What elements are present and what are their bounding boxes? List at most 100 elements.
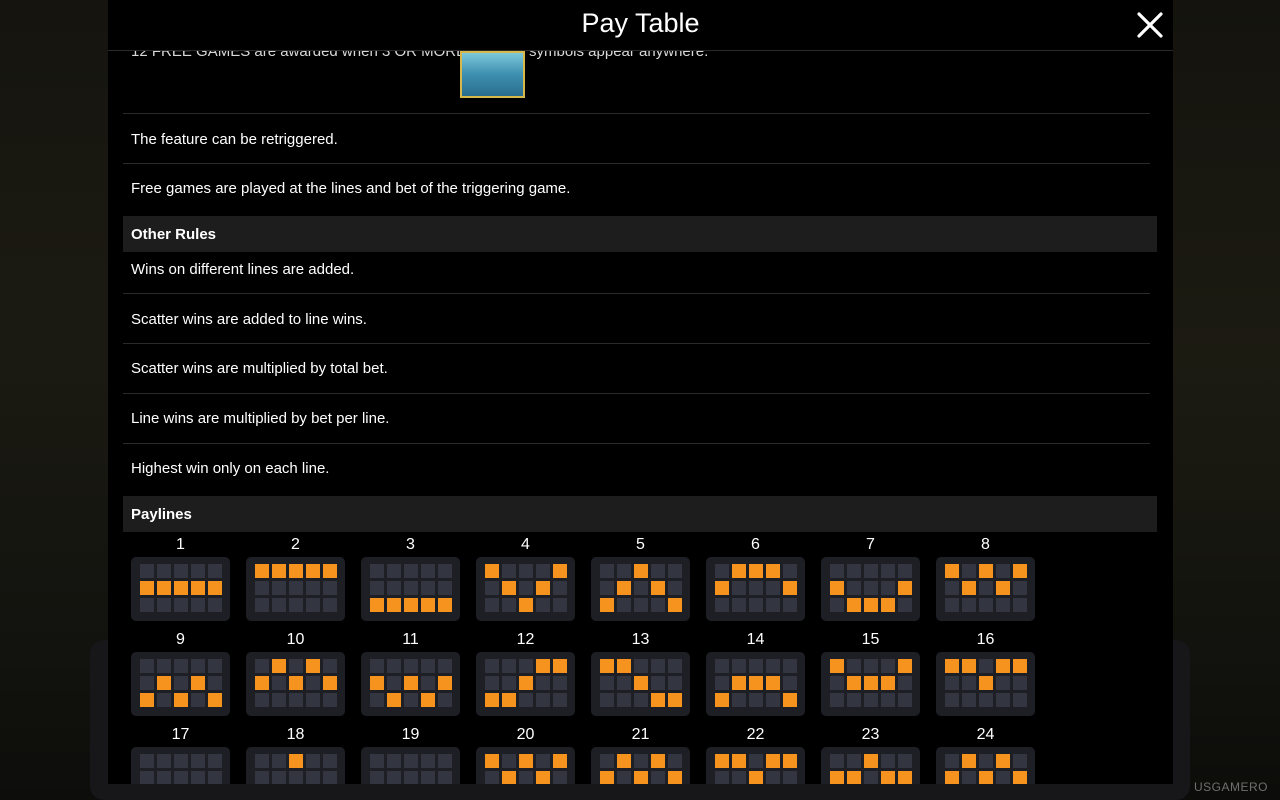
payline-cell-active [485,564,499,578]
payline-cell-active [306,564,320,578]
payline-diagram [591,747,690,784]
payline-cell [979,754,993,768]
payline-cell [289,659,303,673]
payline-cell-active [617,659,631,673]
payline-cell-active [157,676,171,690]
payline-cell [536,598,550,612]
payline-cell [783,676,797,690]
payline-diagram [936,557,1035,621]
payline-cell [370,771,384,784]
rule-free-games: 12 FREE GAMES are awarded when 3 OR MORE… [123,43,1150,114]
payline-cell [255,771,269,784]
payline-cell [502,564,516,578]
payline-cell [651,771,665,784]
payline-cell [208,754,222,768]
rule-text: Line wins are multiplied by bet per line… [131,410,390,427]
payline-cell [898,564,912,578]
payline-cell-active [749,564,763,578]
close-icon[interactable] [1135,10,1165,40]
payline-cell-active [140,693,154,707]
payline-cell [438,564,452,578]
payline-cell [651,676,665,690]
payline-cell [766,581,780,595]
payline-cell-active [370,598,384,612]
watermark: USGAMERO [1193,780,1268,794]
payline-cell [996,771,1010,784]
payline-cell-active [553,659,567,673]
payline-cell [536,693,550,707]
payline-cell [404,693,418,707]
payline-cell [651,598,665,612]
payline-diagram [706,652,805,716]
payline-cell [979,581,993,595]
payline-cell [634,693,648,707]
payline-cell [600,676,614,690]
payline-cell [191,771,205,784]
payline-cell-active [617,581,631,595]
payline-cell [438,693,452,707]
payline-cell [208,564,222,578]
payline-cell-active [272,659,286,673]
payline-cell-active [289,754,303,768]
payline-cell [421,754,435,768]
payline-cell-active [634,564,648,578]
payline-cell-active [519,598,533,612]
payline-cell-active [898,771,912,784]
payline-cell [749,659,763,673]
payline-cell [783,598,797,612]
paytable-header: Pay Table [108,0,1173,51]
payline-cell [864,581,878,595]
payline-cell [651,659,665,673]
payline-cell-active [979,771,993,784]
payline-cell-active [536,581,550,595]
payline-cell [766,693,780,707]
rule-item: Highest win only on each line. [123,444,1150,493]
payline-cell [387,581,401,595]
payline-cell [600,564,614,578]
payline-cell [881,754,895,768]
payline-cell [668,581,682,595]
payline-cell [306,771,320,784]
payline-cell-active [830,659,844,673]
payline-cell [519,659,533,673]
payline-cell [272,581,286,595]
payline-cell-active [1013,659,1027,673]
payline-cell [191,598,205,612]
payline-number: 6 [751,536,760,553]
payline-cell [323,581,337,595]
payline-cell [732,581,746,595]
payline-cell [732,659,746,673]
payline-number: 9 [176,631,185,648]
payline-cell-active [502,581,516,595]
payline-cell-active [847,598,861,612]
payline-cell [600,693,614,707]
payline-diagram [706,557,805,621]
payline-cell [847,754,861,768]
payline-cell [962,693,976,707]
payline-number: 18 [286,726,305,743]
payline-diagram [131,652,230,716]
payline-cell [962,771,976,784]
payline-cell-active [255,564,269,578]
payline-diagram [361,557,460,621]
payline-cell-active [996,754,1010,768]
rule-item: Scatter wins are multiplied by total bet… [123,344,1150,394]
payline-cell [191,564,205,578]
payline-number: 2 [291,536,300,553]
payline-cell [715,771,729,784]
payline-number: 13 [631,631,650,648]
payline-cell [370,659,384,673]
payline-cell-active [881,771,895,784]
payline-cell [387,676,401,690]
payline-cell-active [536,659,550,673]
payline-cell-active [898,581,912,595]
payline-number: 16 [976,631,995,648]
payline-cell [881,659,895,673]
rule-text: The feature can be retriggered. [131,131,338,148]
payline-cell [996,693,1010,707]
payline-cell-active [864,598,878,612]
payline-cell [979,598,993,612]
payline-cell-active [519,754,533,768]
payline-cell [600,581,614,595]
payline-cell-active [174,581,188,595]
